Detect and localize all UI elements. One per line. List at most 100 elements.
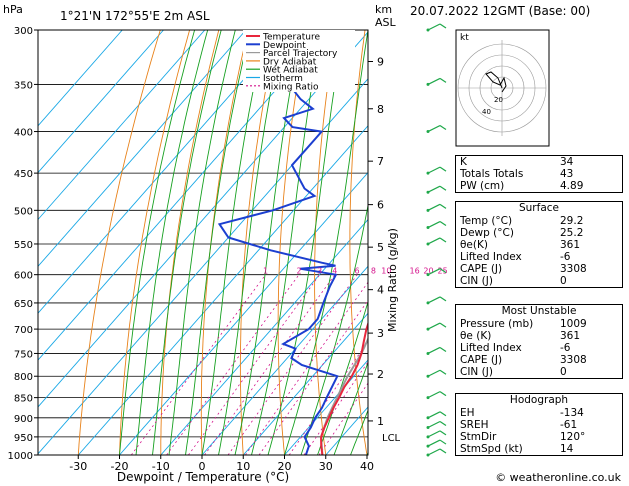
km-tick-label: 1 bbox=[377, 415, 384, 428]
stat-row: CAPE (J) 3308 bbox=[456, 354, 622, 366]
mixing-ratio-label: 25 bbox=[438, 267, 448, 276]
km-tick-label: 2 bbox=[377, 368, 384, 381]
stat-row: CIN (J) 0 bbox=[456, 366, 622, 378]
background-lines bbox=[38, 30, 368, 455]
wind-barb bbox=[426, 369, 447, 378]
km-label: km bbox=[375, 3, 392, 16]
asl-label: ASL bbox=[375, 16, 397, 29]
hodograph: kt 40 20 bbox=[455, 29, 550, 147]
wind-barb bbox=[426, 77, 447, 86]
stat-value: -6 bbox=[560, 342, 571, 354]
legend-entry: Isotherm bbox=[263, 74, 303, 84]
most-unstable-box: Most Unstable Pressure (mb) 1009 θe (K) 361… bbox=[455, 304, 623, 379]
isotherm-line bbox=[119, 171, 368, 455]
mixing-ratio-labels: 1 2 3 4 6 8 10 16 20 25 bbox=[263, 267, 448, 276]
stat-label: CIN (J) bbox=[460, 275, 493, 287]
legend-entry: Parcel Trajectory bbox=[263, 49, 338, 59]
isotherm-line bbox=[38, 30, 206, 221]
wind-barb bbox=[426, 448, 447, 457]
wet-adiabat-line bbox=[185, 30, 251, 455]
mixing-ratio-label: 4 bbox=[332, 267, 337, 276]
mixing-ratio-line bbox=[318, 382, 368, 455]
wet-adiabat-line bbox=[168, 30, 236, 455]
mixing-ratio-label: 20 bbox=[423, 267, 433, 276]
pressure-tick-label: 450 bbox=[14, 169, 33, 180]
km-tick-label: 7 bbox=[377, 155, 384, 168]
stat-value: 3308 bbox=[560, 354, 587, 366]
hodograph-stats-box: Hodograph EH -134 SREH -61 StmDir 120° StmSpd … bbox=[455, 393, 623, 456]
pressure-tick-label: 500 bbox=[14, 206, 33, 217]
indices-box: K 34 Totals Totals 43 PW (cm) 4.89 bbox=[455, 155, 623, 193]
wind-barb bbox=[426, 268, 447, 277]
mixing-ratio-label: 2 bbox=[296, 267, 301, 276]
stat-row: StmSpd (kt) 14 bbox=[456, 443, 622, 455]
stat-row: θe (K) 361 bbox=[456, 330, 622, 342]
isotherm-line bbox=[38, 31, 368, 408]
stat-row: Pressure (mb) 1009 bbox=[456, 318, 622, 330]
km-tick-label: 8 bbox=[377, 103, 384, 116]
isotherm-line bbox=[38, 78, 368, 455]
hodograph-stats-title: Hodograph bbox=[509, 394, 569, 406]
mixing-ratio-label: 3 bbox=[317, 267, 322, 276]
legend-entry: Dry Adiabat bbox=[263, 57, 317, 67]
temperature-tick-label: -30 bbox=[69, 460, 87, 473]
wind-barb bbox=[426, 237, 447, 246]
stat-label: θe(K) bbox=[460, 239, 488, 251]
stat-label: SREH bbox=[460, 419, 489, 431]
isotherm-line bbox=[201, 265, 368, 455]
stat-value: 361 bbox=[560, 239, 581, 251]
datetime-label: 20.07.2022 12GMT (Base: 00) bbox=[410, 4, 591, 18]
stat-row: Lifted Index -6 bbox=[456, 251, 622, 263]
isotherm-line bbox=[38, 30, 247, 268]
dewpoint-line bbox=[217, 30, 339, 455]
wind-barb bbox=[426, 346, 447, 355]
stat-label: Lifted Index bbox=[460, 251, 522, 263]
temperature-tick-label: 10 bbox=[236, 460, 250, 473]
stat-row: CAPE (J) 3308 bbox=[456, 263, 622, 275]
stat-label: Dewp (°C) bbox=[460, 227, 514, 239]
parcel-trajectory bbox=[320, 336, 368, 455]
mixing-ratio-line bbox=[303, 361, 368, 455]
pressure-tick-label: 950 bbox=[14, 433, 33, 444]
location-label: 1°21'N 172°55'E 2m ASL bbox=[60, 9, 210, 23]
stat-label: Pressure (mb) bbox=[460, 318, 534, 330]
hodograph-trace bbox=[485, 71, 507, 93]
stat-label: Temp (°C) bbox=[460, 215, 513, 227]
temperature-axis: -30 -20 -10 0 10 20 30 40 bbox=[69, 455, 374, 473]
wet-adiabat-line bbox=[234, 30, 302, 455]
stat-value: 25.2 bbox=[560, 227, 584, 239]
temperature-line bbox=[320, 321, 368, 455]
pressure-tick-label: 1000 bbox=[8, 451, 33, 462]
stat-label: θe (K) bbox=[460, 330, 492, 342]
isotherm-line bbox=[38, 30, 288, 314]
dry-adiabat-line bbox=[314, 30, 337, 455]
hodograph-ring-label-20: 20 bbox=[494, 96, 503, 104]
stat-value: 29.2 bbox=[560, 215, 584, 227]
mixing-ratio-line bbox=[227, 274, 358, 455]
mixing-ratio-line bbox=[204, 274, 336, 455]
stat-row: Dewp (°C) 25.2 bbox=[456, 227, 622, 239]
mixing-ratio-label: 8 bbox=[371, 267, 376, 276]
index-row-k: K 34 bbox=[460, 156, 574, 168]
x-axis-label: Dewpoint / Temperature (°C) bbox=[117, 470, 289, 484]
pressure-tick-label: 300 bbox=[14, 26, 33, 37]
wind-barb bbox=[426, 411, 447, 420]
pressure-tick-label: 600 bbox=[14, 271, 33, 282]
temperature-tick-label: 0 bbox=[199, 460, 206, 473]
mixing-ratio-line bbox=[166, 274, 300, 455]
temperature-tick-label: -20 bbox=[111, 460, 129, 473]
wet-adiabat-line bbox=[284, 30, 368, 455]
mixing-ratio-line bbox=[245, 281, 368, 455]
stat-value: -61 bbox=[560, 419, 578, 431]
stat-row: SREH -61 bbox=[456, 419, 622, 431]
legend-bg bbox=[243, 30, 355, 92]
wet-adiabat-line bbox=[135, 30, 209, 455]
wind-barb bbox=[426, 322, 447, 331]
stat-label: StmSpd (kt) bbox=[460, 443, 523, 455]
stat-label: Lifted Index bbox=[460, 342, 522, 354]
wind-barb bbox=[426, 439, 447, 448]
stat-label: CIN (J) bbox=[460, 366, 493, 378]
km-tick-label: 4 bbox=[377, 284, 384, 297]
isotherm-line bbox=[77, 125, 368, 455]
